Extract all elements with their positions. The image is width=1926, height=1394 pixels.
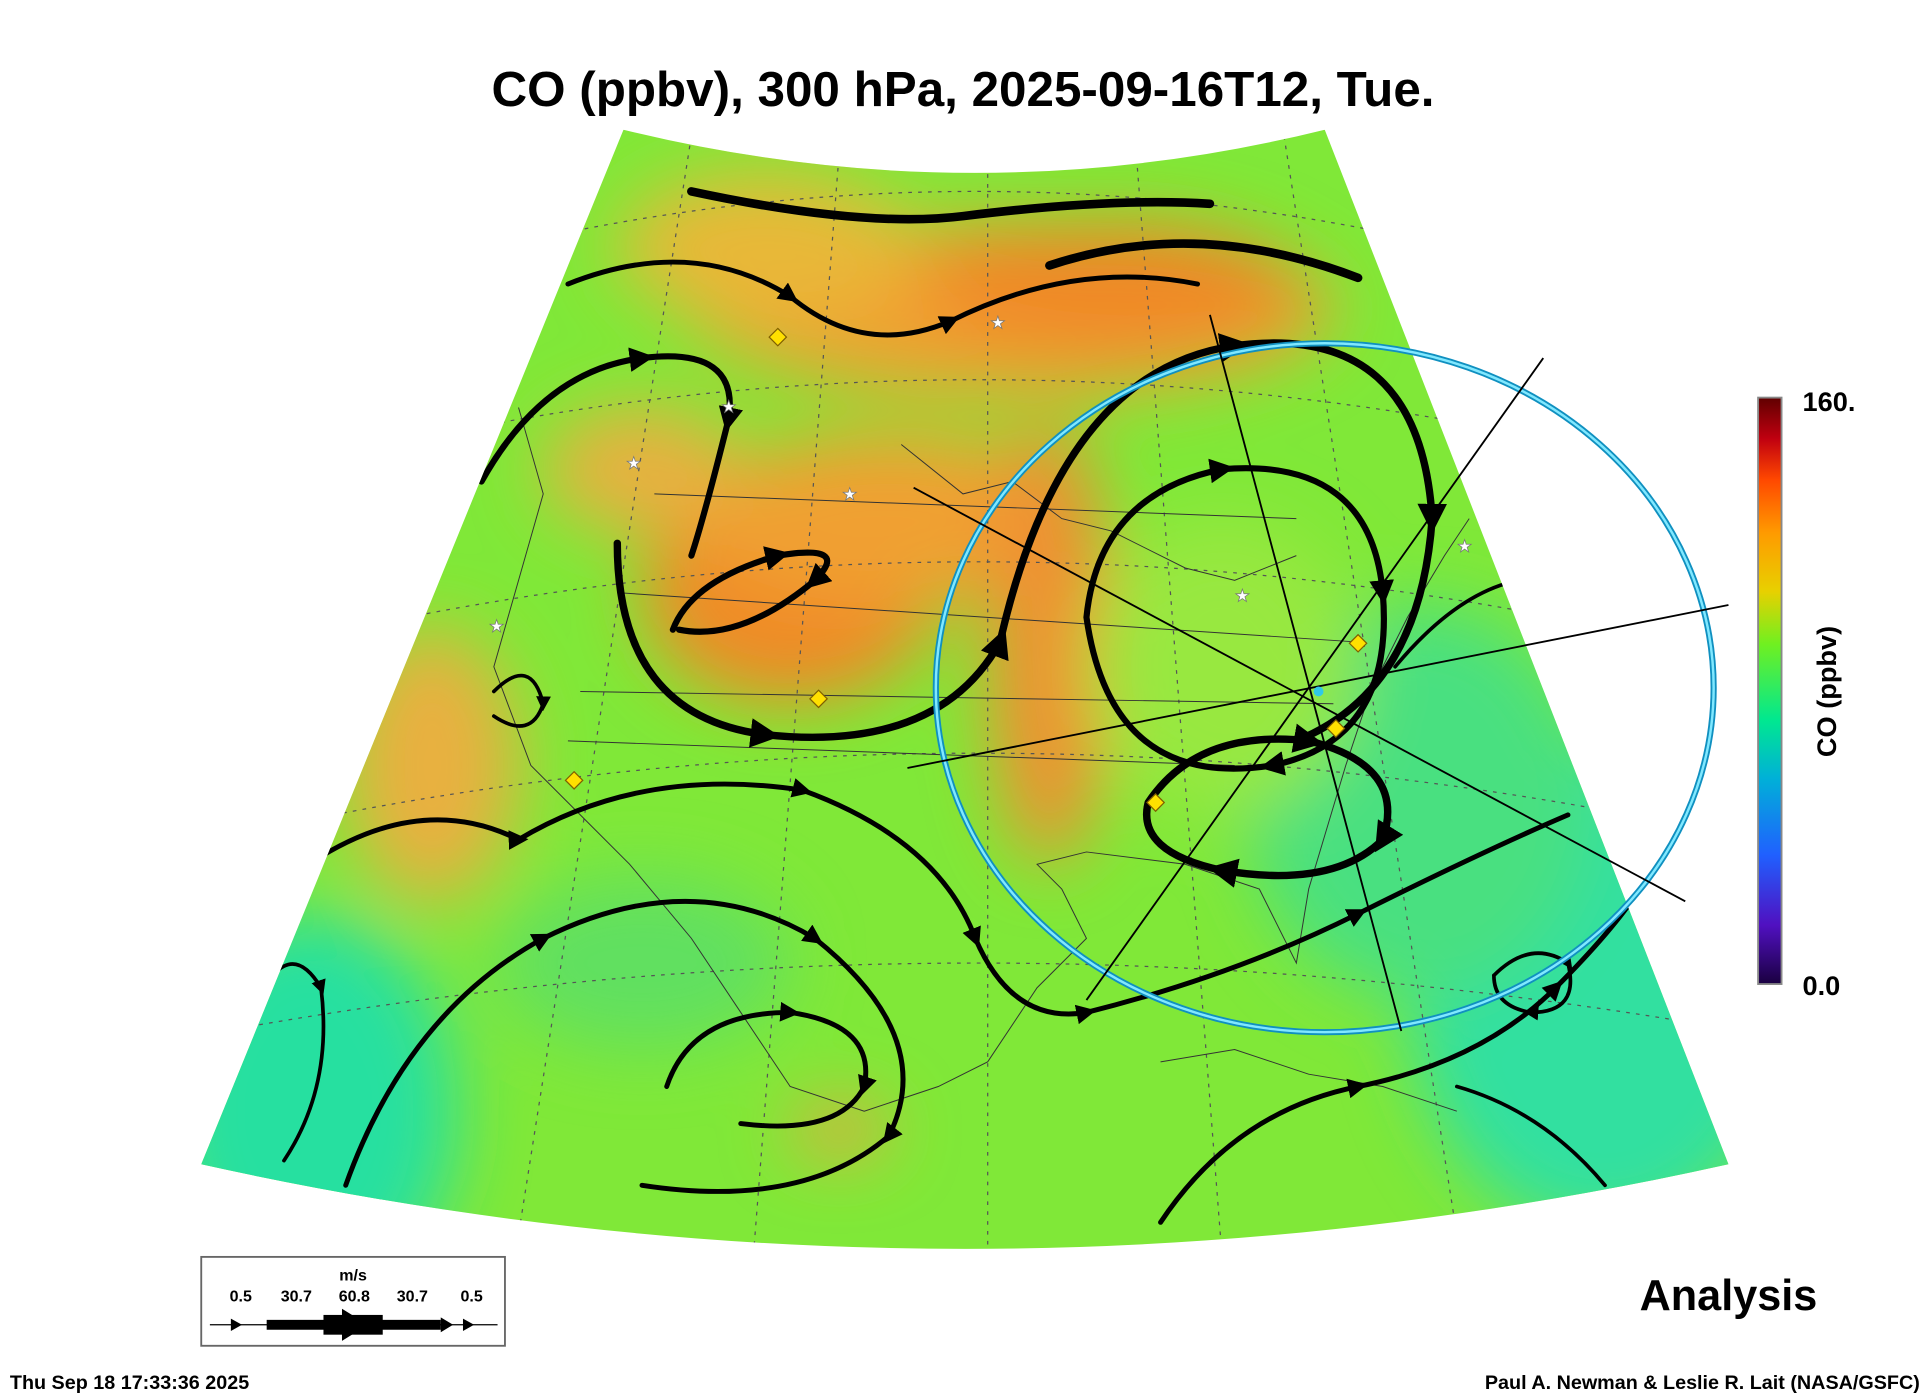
co-field: ★ ★ ★ ★ ★ ★ ★ — [201, 129, 1729, 1249]
colorbar-min-label: 0.0 — [1803, 970, 1841, 1001]
star-marker: ★ — [1457, 537, 1472, 557]
colorbar-max-label: 160. — [1803, 386, 1856, 417]
colorbar: 160. 0.0 CO (ppbv) — [1757, 386, 1856, 1001]
wind-speed-legend: m/s 0.5 30.7 60.8 30.7 0.5 — [200, 1255, 506, 1347]
footer-credit: Paul A. Newman & Leslie R. Lait (NASA/GS… — [1485, 1372, 1920, 1394]
map-title: CO (ppbv), 300 hPa, 2025-09-16T12, Tue. — [491, 62, 1434, 117]
diamond-marker — [1326, 718, 1346, 738]
star-marker: ★ — [489, 617, 504, 637]
wind-legend-unit: m/s — [339, 1266, 367, 1284]
wind-legend-label: 0.5 — [460, 1287, 482, 1305]
product-label: Analysis — [1640, 1272, 1818, 1320]
star-marker: ★ — [990, 313, 1005, 333]
diamond-marker — [564, 770, 584, 790]
range-circle-overlay — [907, 314, 1729, 1036]
wind-legend-label: 30.7 — [281, 1287, 312, 1305]
diamond-marker — [768, 327, 788, 347]
site-markers: ★ ★ ★ ★ ★ ★ ★ — [489, 313, 1473, 813]
colorbar-title: CO (ppbv) — [1811, 626, 1842, 757]
star-marker: ★ — [842, 485, 857, 505]
diamond-marker — [1348, 633, 1368, 653]
wind-legend-label: 30.7 — [397, 1287, 428, 1305]
diamond-marker — [1146, 793, 1166, 813]
star-marker: ★ — [626, 454, 641, 474]
streamlines — [245, 187, 1657, 1225]
diamond-marker — [809, 689, 829, 709]
wind-legend-label: 0.5 — [230, 1287, 252, 1305]
wind-legend-label: 60.8 — [339, 1287, 370, 1305]
star-marker: ★ — [721, 397, 736, 417]
footer-timestamp: Thu Sep 18 17:33:36 2025 — [10, 1372, 249, 1394]
center-site-marker — [1313, 686, 1324, 697]
star-marker: ★ — [1235, 586, 1250, 606]
